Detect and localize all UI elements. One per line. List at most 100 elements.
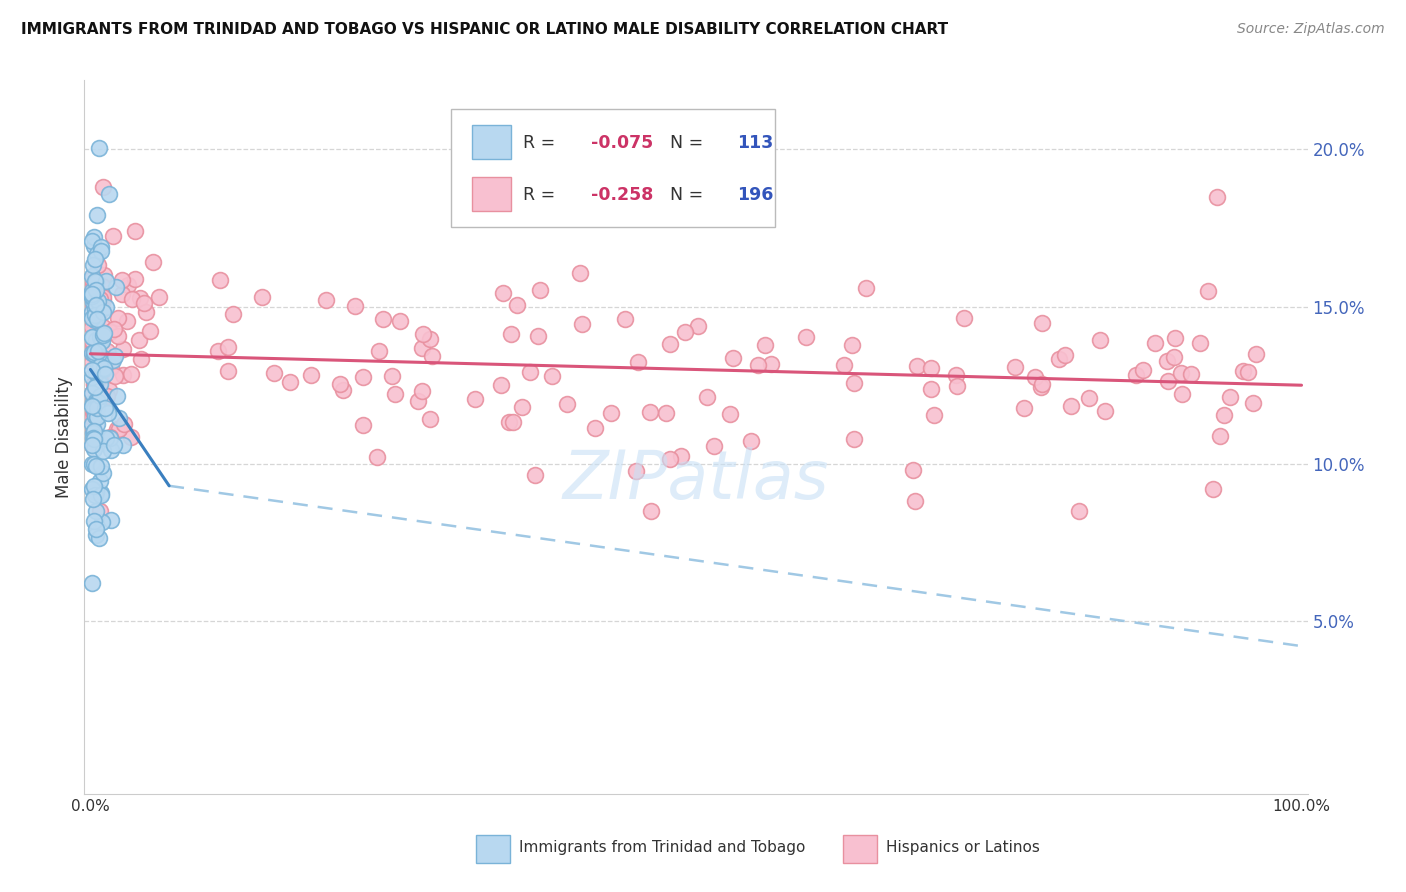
- Point: [86, 401, 108, 415]
- Point: [101, 353, 124, 368]
- Point: [100, 431, 122, 445]
- Point: [108, 421, 131, 435]
- Point: [412, 326, 434, 341]
- Point: [80, 284, 103, 298]
- Point: [1132, 363, 1154, 377]
- Point: [83, 320, 105, 334]
- Text: N =: N =: [671, 186, 709, 204]
- Point: [93, 361, 115, 376]
- Point: [89, 141, 111, 155]
- Point: [747, 358, 769, 372]
- Point: [920, 383, 942, 397]
- Point: [80, 334, 103, 348]
- Point: [506, 298, 529, 312]
- Point: [368, 343, 391, 358]
- Point: [91, 444, 114, 458]
- Point: [128, 333, 150, 347]
- Text: ZIPatlas: ZIPatlas: [562, 447, 830, 513]
- Point: [922, 408, 945, 422]
- Point: [93, 431, 115, 445]
- Point: [794, 330, 817, 344]
- Point: [696, 390, 718, 404]
- Point: [82, 408, 104, 422]
- Point: [1213, 408, 1236, 422]
- Point: [83, 442, 105, 456]
- Point: [673, 325, 696, 339]
- Point: [411, 384, 433, 399]
- Point: [84, 275, 107, 289]
- Point: [94, 300, 117, 314]
- Point: [107, 310, 129, 325]
- Point: [80, 576, 103, 591]
- Point: [80, 346, 103, 360]
- Text: N =: N =: [671, 135, 709, 153]
- Point: [842, 432, 865, 446]
- Point: [352, 418, 374, 433]
- Point: [82, 335, 104, 350]
- Point: [90, 516, 112, 530]
- Point: [100, 360, 122, 375]
- Point: [82, 258, 104, 272]
- Point: [1069, 504, 1091, 518]
- Point: [111, 343, 134, 357]
- Point: [87, 258, 110, 272]
- Point: [84, 393, 107, 408]
- Point: [411, 341, 433, 355]
- Point: [83, 424, 105, 438]
- Point: [82, 410, 104, 425]
- Point: [91, 351, 114, 365]
- Point: [84, 297, 107, 311]
- Point: [841, 338, 863, 352]
- Point: [252, 290, 274, 304]
- Point: [1004, 360, 1026, 375]
- Point: [117, 313, 139, 327]
- Point: [80, 286, 103, 301]
- Point: [655, 407, 678, 421]
- Point: [381, 369, 404, 384]
- Point: [90, 240, 112, 254]
- Point: [91, 290, 114, 304]
- Point: [91, 466, 114, 480]
- Point: [217, 364, 239, 378]
- Point: [418, 332, 440, 346]
- Point: [91, 305, 114, 319]
- Point: [100, 513, 122, 527]
- Point: [1029, 380, 1052, 394]
- Point: [1219, 390, 1241, 404]
- Point: [89, 389, 111, 403]
- Point: [148, 290, 170, 304]
- Point: [945, 368, 967, 383]
- Point: [90, 334, 112, 348]
- Point: [519, 365, 541, 379]
- Point: [91, 327, 114, 342]
- Bar: [475, 835, 510, 863]
- Point: [84, 283, 107, 297]
- Point: [103, 229, 125, 244]
- Point: [83, 345, 105, 359]
- Point: [86, 417, 108, 432]
- Text: 113: 113: [738, 135, 773, 153]
- Point: [82, 290, 104, 304]
- Point: [82, 482, 104, 496]
- Point: [1232, 364, 1254, 378]
- Point: [90, 244, 112, 258]
- Point: [83, 359, 105, 374]
- Point: [1237, 365, 1260, 379]
- Point: [111, 273, 134, 287]
- FancyBboxPatch shape: [451, 109, 776, 227]
- Point: [599, 406, 621, 420]
- Point: [98, 430, 121, 444]
- Point: [1202, 482, 1225, 496]
- Point: [112, 368, 135, 383]
- Point: [142, 254, 165, 268]
- Point: [315, 293, 337, 307]
- Point: [80, 234, 103, 248]
- Point: [1031, 376, 1053, 391]
- Text: IMMIGRANTS FROM TRINIDAD AND TOBAGO VS HISPANIC OR LATINO MALE DISABILITY CORREL: IMMIGRANTS FROM TRINIDAD AND TOBAGO VS H…: [21, 22, 948, 37]
- Point: [120, 430, 142, 444]
- Point: [87, 296, 110, 310]
- Point: [952, 311, 974, 326]
- Point: [84, 313, 107, 327]
- Point: [329, 377, 352, 392]
- Point: [1188, 336, 1211, 351]
